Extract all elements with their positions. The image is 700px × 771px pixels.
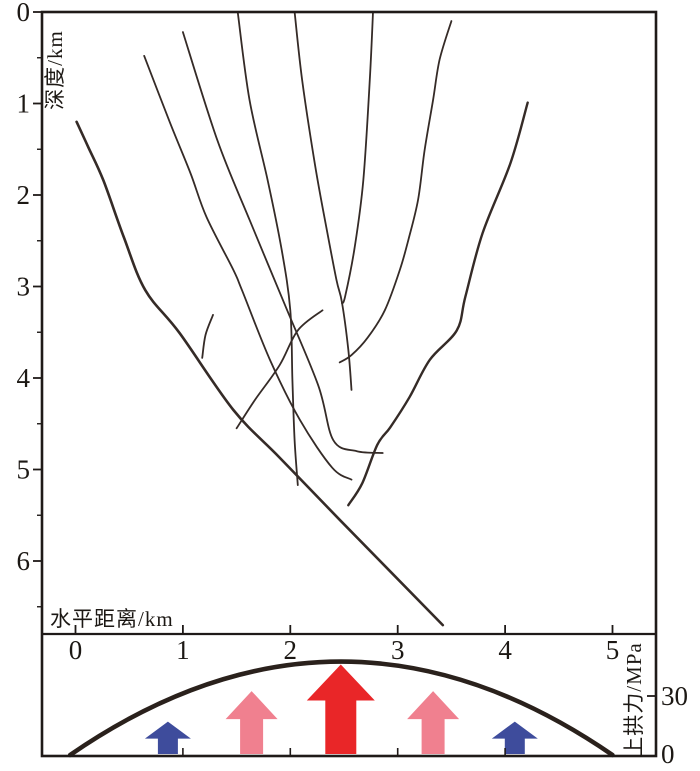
depth-tick-label: 1 <box>17 89 31 119</box>
fault-line-F1-main-detachment <box>75 120 445 627</box>
fault-line-S2-cross-splay <box>235 309 324 430</box>
uplift-arrow-large-red <box>306 664 375 754</box>
fault-line-F7 <box>338 20 453 364</box>
fault-line-F4 <box>236 11 299 486</box>
uplift-arch-curve <box>67 659 615 758</box>
axis-ticks-layer <box>33 11 656 756</box>
depth-tick-label: 2 <box>17 180 31 210</box>
outer-frame <box>40 10 658 758</box>
horizontal-axis-label: 水平距离/km <box>50 607 174 631</box>
uplift-tick-label: 30 <box>661 681 688 711</box>
fault-line-F6 <box>341 11 374 304</box>
distance-tick-label: 1 <box>176 635 190 665</box>
fault-line-F8 <box>347 101 529 507</box>
uplift-panel-layer <box>67 659 615 758</box>
fault-line-F2 <box>143 55 353 481</box>
distance-tick-label: 0 <box>69 635 83 665</box>
depth-tick-label: 5 <box>17 455 31 485</box>
uplift-arrow-small-blue <box>491 721 538 754</box>
uplift-arrow-medium-pink <box>407 691 460 754</box>
fault-line-F5 <box>293 11 353 391</box>
distance-tick-label: 4 <box>498 635 512 665</box>
uplift-tick-label: 0 <box>661 739 675 769</box>
depth-tick-label: 3 <box>17 272 31 302</box>
depth-axis-label: 深度/km <box>43 30 67 110</box>
fault-line-F3 <box>182 31 384 454</box>
distance-tick-label: 2 <box>284 635 298 665</box>
uplift-arrow-small-blue <box>144 721 191 754</box>
depth-tick-label: 6 <box>17 546 31 576</box>
tick-labels-layer: 0 1 2 3 4 5 6 0 1 2 3 4 5 30 0 <box>17 0 689 769</box>
distance-tick-label: 3 <box>391 635 405 665</box>
depth-tick-label: 0 <box>17 0 31 27</box>
uplift-axis-label: 上拱力/MPa <box>622 642 646 758</box>
plot-frame-layer <box>40 10 658 758</box>
distance-tick-label: 5 <box>606 635 620 665</box>
uplift-arrow-medium-pink <box>225 691 278 754</box>
depth-tick-label: 4 <box>17 363 31 393</box>
fault-lines-layer <box>75 11 529 627</box>
fault-line-S1-splay-hook <box>201 314 214 359</box>
